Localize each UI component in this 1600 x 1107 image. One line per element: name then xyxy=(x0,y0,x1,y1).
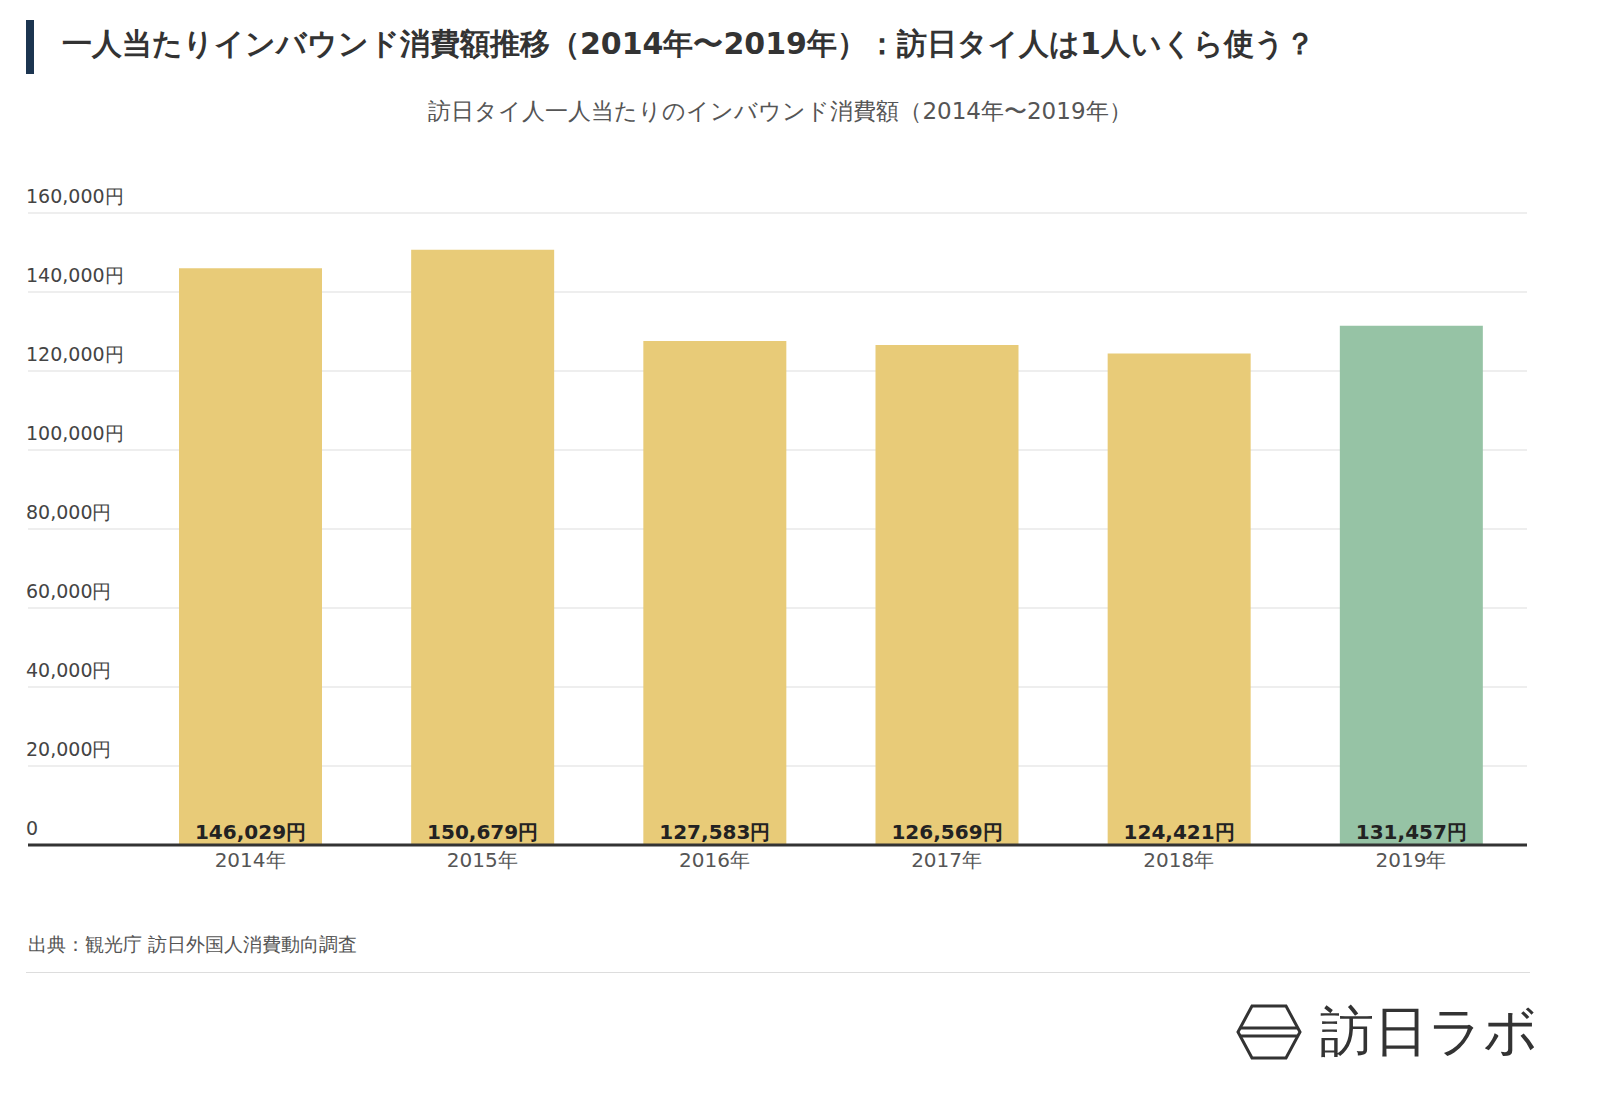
svg-text:150,679円: 150,679円 xyxy=(427,820,538,844)
svg-text:120,000円: 120,000円 xyxy=(26,343,124,365)
html-text:一人当たりインバウンド消費額推移（2014年〜2019年）：: 一人当たりインバウンド消費額推移（2014年〜2019年）：訪日タイ人は1人いく… xyxy=(62,26,1315,61)
html-text:訪日タイ人一人当たりのインバウンド消費額（2014年〜201: 訪日タイ人一人当たりのインバウンド消費額（2014年〜2019年） xyxy=(428,98,1132,124)
svg-text:2019年: 2019年 xyxy=(1375,848,1446,872)
svg-text:2014年: 2014年 xyxy=(215,848,286,872)
svg-text:40,000円: 40,000円 xyxy=(26,659,111,681)
svg-text:146,029円: 146,029円 xyxy=(195,820,306,844)
svg-text:60,000円: 60,000円 xyxy=(26,580,111,602)
html-text:出典：観光庁 訪日外国人消費動向調査: 出典：観光庁 訪日外国人消費動向調査 xyxy=(28,933,357,955)
svg-text:80,000円: 80,000円 xyxy=(26,501,111,523)
html-text:訪日ラボ: 訪日ラボ xyxy=(1320,1000,1538,1063)
svg-text:20,000円: 20,000円 xyxy=(26,738,111,760)
svg-text:124,421円: 124,421円 xyxy=(1124,820,1235,844)
svg-text:127,583円: 127,583円 xyxy=(659,820,770,844)
svg-text:2015年: 2015年 xyxy=(447,848,518,872)
svg-text:140,000円: 140,000円 xyxy=(26,264,124,286)
svg-text:126,569円: 126,569円 xyxy=(891,820,1002,844)
svg-text:131,457円: 131,457円 xyxy=(1356,820,1467,844)
svg-text:0: 0 xyxy=(26,817,38,839)
svg-text:2016年: 2016年 xyxy=(679,848,750,872)
svg-text:2017年: 2017年 xyxy=(911,848,982,872)
svg-text:160,000円: 160,000円 xyxy=(26,185,124,207)
svg-text:100,000円: 100,000円 xyxy=(26,422,124,444)
svg-text:2018年: 2018年 xyxy=(1143,848,1214,872)
